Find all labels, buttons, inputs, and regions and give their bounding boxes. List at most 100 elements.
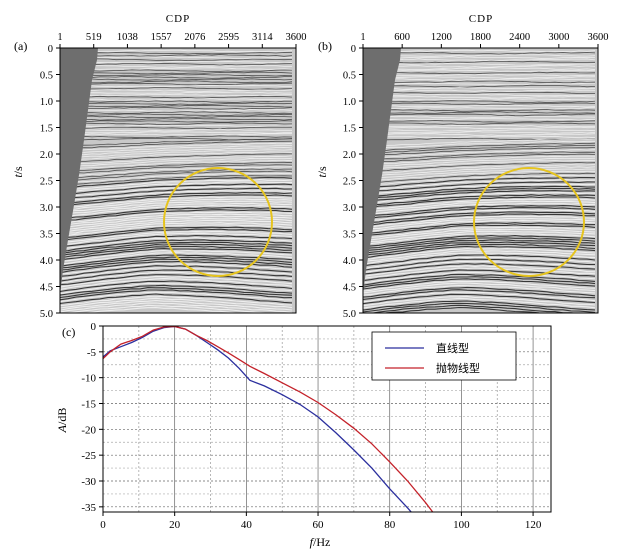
seismic-reflector (363, 183, 596, 195)
time-tick-label: 4.0 (40, 256, 53, 267)
cdp-tick-label: 3114 (252, 32, 273, 43)
seismic-reflector (363, 109, 596, 112)
seismic-reflector (60, 115, 293, 119)
cdp-tick-label: 1 (360, 32, 365, 43)
seismic-reflector (60, 56, 293, 60)
seismic-reflector (60, 54, 293, 57)
seismic-reflector (60, 232, 293, 246)
seismic-reflector (363, 211, 596, 224)
seismic-reflector (60, 108, 293, 112)
seismic-reflector (60, 187, 293, 199)
seismic-reflector (363, 49, 596, 53)
seismic-reflector (363, 102, 596, 105)
seismic-reflector (363, 91, 595, 94)
seismic-reflector (60, 213, 292, 226)
series-line-parabolic (103, 326, 434, 512)
seismic-reflector (363, 222, 596, 235)
seismic-reflector (60, 120, 293, 123)
seismic-reflector (60, 155, 293, 166)
seismic-reflector (363, 194, 596, 207)
spectrum-frame (102, 325, 552, 513)
seismic-reflector (363, 267, 596, 279)
time-tick-label: 2.5 (343, 177, 356, 188)
x-tick-label: 40 (241, 519, 253, 531)
panel-b-frame (362, 47, 599, 314)
panel-b-y-axis-title-main: t (315, 174, 329, 178)
seismic-reflector (363, 126, 596, 130)
seismic-reflector (60, 190, 293, 202)
seismic-reflector (363, 252, 596, 265)
seismic-reflector (363, 65, 596, 68)
seismic-reflector (363, 239, 596, 252)
seismic-reflector (60, 52, 293, 55)
seismic-reflector (60, 245, 293, 259)
time-tick-label: 0.5 (343, 71, 356, 82)
seismic-reflector (363, 192, 596, 204)
seismic-reflector (363, 300, 596, 311)
seismic-reflector (60, 113, 293, 116)
seismic-reflector (363, 295, 596, 307)
seismic-reflector (363, 226, 596, 240)
seismic-reflector (363, 164, 596, 175)
seismic-reflector (363, 256, 596, 270)
cdp-tick-label: 3600 (286, 32, 307, 43)
seismic-reflector (363, 111, 596, 114)
panel-b-label: (b) (318, 39, 332, 53)
seismic-reflector (363, 71, 596, 75)
x-tick-label: 0 (100, 519, 106, 531)
time-tick-label: 1.0 (343, 97, 356, 108)
seismic-reflector (363, 129, 596, 132)
panel-b-cdp-axis: 1 600 1200 1800 2400 3000 3600 (360, 32, 609, 48)
seismic-reflector (60, 196, 293, 209)
seismic-reflector (60, 98, 293, 101)
y-tick-label: -25 (81, 450, 96, 462)
time-tick-label: 2.5 (40, 177, 53, 188)
y-tick-label: -5 (87, 347, 97, 359)
cdp-tick-label: 2595 (218, 32, 239, 43)
panel-b-y-axis-title-unit: /s (315, 166, 329, 174)
seismic-reflector (60, 166, 293, 177)
panel-a-frame (59, 47, 297, 314)
seismic-reflector (60, 104, 293, 108)
seismic-reflector (363, 107, 596, 110)
time-tick-label: 0.5 (40, 71, 53, 82)
panel-b-mute-zone (363, 48, 401, 295)
seismic-reflector (60, 267, 293, 280)
seismic-reflector (363, 166, 596, 177)
seismic-reflector (60, 237, 293, 250)
seismic-reflector (60, 74, 293, 77)
seismic-reflector (60, 164, 293, 175)
seismic-reflector (363, 213, 596, 227)
seismic-reflector (363, 147, 596, 157)
seismic-reflector (363, 160, 596, 170)
seismic-reflector (363, 82, 596, 86)
seismic-reflector (363, 172, 596, 184)
seismic-reflector (363, 302, 596, 313)
legend-label-parabolic: 抛物线型 (436, 361, 480, 375)
seismic-reflector (363, 157, 596, 168)
seismic-reflector (60, 271, 293, 284)
seismic-reflector (60, 117, 293, 121)
seismic-reflector (363, 76, 596, 79)
seismic-reflector (60, 140, 293, 150)
seismic-reflector (363, 250, 596, 263)
seismic-reflector (60, 287, 293, 299)
seismic-reflector (363, 179, 596, 191)
seismic-reflector (60, 69, 293, 73)
time-tick-label: 1.0 (40, 97, 53, 108)
panel-a-cdp-axis: 1 519 1038 1557 2076 2595 3114 3600 (57, 32, 307, 48)
panel-a-highlight-circle (163, 167, 273, 277)
seismic-reflector (60, 157, 293, 168)
spectrum-x-axis: 0 20 40 60 80 100 120 (100, 512, 542, 531)
panel-b-top-axis-title: CDP (469, 13, 493, 25)
seismic-reflector (363, 273, 596, 286)
time-tick-label: 3.5 (343, 230, 356, 241)
time-tick-label: 0 (351, 44, 356, 55)
seismic-reflector (60, 302, 293, 313)
panel-a: (a) CDP 1 519 1038 1557 2076 2595 3114 3600 0 0.… (11, 13, 307, 320)
seismic-reflector (363, 224, 596, 238)
seismic-reflector (60, 106, 293, 110)
seismic-reflector (60, 172, 293, 184)
seismic-reflector (367, 304, 579, 313)
seismic-reflector (60, 284, 293, 296)
